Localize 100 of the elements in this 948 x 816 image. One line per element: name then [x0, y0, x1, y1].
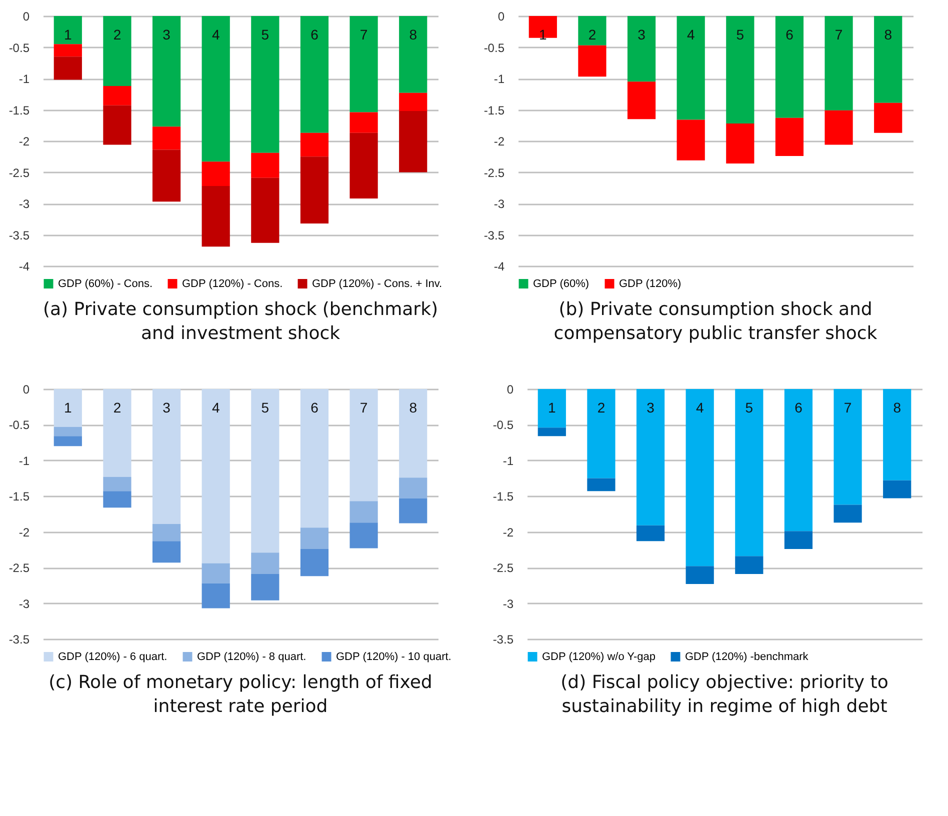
- bar: [627, 82, 656, 120]
- bar: [350, 112, 378, 133]
- y-tick-label: -1: [18, 72, 30, 86]
- x-tick-label: 4: [212, 26, 220, 42]
- bar: [350, 389, 378, 502]
- bar: [883, 480, 912, 498]
- bar: [251, 389, 280, 553]
- legend-label: GDP (120%) - 10 quart.: [336, 650, 452, 663]
- x-tick-label: 8: [409, 400, 418, 416]
- legend-label: GDP (120%) - 6 quart.: [58, 650, 168, 663]
- bar: [202, 16, 230, 162]
- bar: [784, 531, 813, 549]
- bar: [686, 566, 714, 584]
- x-tick-label: 4: [696, 400, 704, 416]
- x-tick-label: 3: [162, 26, 171, 42]
- bar: [627, 16, 656, 82]
- y-tick-label: -0.5: [8, 418, 30, 432]
- x-tick-label: 7: [844, 400, 852, 416]
- bar: [350, 522, 378, 548]
- bar: [300, 528, 329, 549]
- bar: [636, 525, 665, 542]
- bar: [251, 552, 280, 574]
- bar: [399, 478, 428, 498]
- bar: [152, 389, 181, 524]
- y-tick-label: -3: [494, 197, 505, 211]
- bar: [300, 132, 329, 157]
- legend-label: GDP (120%): [619, 278, 682, 290]
- x-tick-label: 4: [212, 400, 220, 416]
- y-tick-label: -0.5: [492, 418, 514, 432]
- y-tick-label: 0: [22, 10, 30, 24]
- bar: [202, 583, 230, 608]
- bar: [538, 428, 566, 436]
- x-tick-label: 6: [310, 26, 319, 42]
- bar: [399, 111, 428, 172]
- legend-label: GDP (120%) - Cons. + Inv.: [312, 278, 442, 290]
- bar: [300, 549, 329, 576]
- x-tick-label: 2: [113, 26, 122, 42]
- x-tick-label: 2: [113, 400, 122, 416]
- bar: [824, 110, 853, 145]
- text: (d) Fiscal policy objective: priority to sustainability in regime of high debt: [560, 672, 888, 717]
- bar: [202, 389, 230, 564]
- y-tick-label: -3.5: [8, 632, 30, 646]
- bar: [54, 44, 82, 57]
- bar: [834, 389, 862, 505]
- text: (a) Private consumption shock (benchmark) and investment shock: [42, 299, 438, 344]
- bar: [152, 541, 181, 563]
- x-tick-label: 5: [745, 400, 754, 416]
- y-tick-label: -1.5: [8, 490, 30, 504]
- bar: [784, 389, 813, 532]
- legend-label: GDP (60%): [533, 278, 590, 290]
- bar: [735, 389, 764, 556]
- x-tick-label: 8: [884, 26, 892, 42]
- bar: [251, 152, 280, 178]
- bar: [676, 120, 705, 160]
- bar: [202, 186, 230, 247]
- y-tick-label: -3.5: [484, 228, 505, 242]
- x-tick-label: 7: [834, 26, 843, 42]
- bar: [152, 150, 181, 202]
- x-tick-label: 1: [64, 400, 72, 416]
- bar: [636, 389, 665, 526]
- y-tick-label: -2: [494, 134, 505, 148]
- legend-label: GDP (120%) w/o Y-gap: [542, 650, 656, 663]
- y-tick-label: -0.5: [8, 40, 30, 55]
- y-tick-label: -4: [494, 260, 505, 274]
- text: (c) Role of monetary policy: length of fixed interest rate period: [48, 672, 432, 717]
- bar: [350, 16, 378, 112]
- bar: [399, 389, 428, 478]
- bar: [103, 491, 132, 508]
- y-tick-label: -2.5: [8, 166, 30, 180]
- y-tick-label: -3: [502, 596, 514, 611]
- x-tick-label: 3: [646, 400, 655, 416]
- bar: [103, 86, 132, 106]
- bar: [587, 389, 616, 478]
- x-tick-label: 1: [64, 26, 72, 42]
- bar: [103, 105, 132, 145]
- y-tick-label: -4: [18, 260, 30, 274]
- bar: [686, 389, 714, 566]
- bar: [726, 124, 754, 164]
- y-tick-label: -1: [494, 72, 505, 86]
- bar: [824, 16, 853, 110]
- legend-label: GDP (120%) - 8 quart.: [197, 650, 306, 663]
- bar: [735, 556, 764, 574]
- y-tick-label: -1.5: [484, 103, 505, 118]
- bar: [775, 118, 804, 156]
- bar: [587, 478, 616, 492]
- y-tick-label: 0: [22, 382, 30, 396]
- y-tick-label: -2.5: [8, 561, 30, 576]
- x-tick-label: 8: [409, 26, 418, 42]
- bar: [775, 16, 804, 118]
- y-tick-label: -3: [18, 197, 30, 211]
- x-tick-label: 6: [310, 400, 319, 416]
- y-tick-label: -2.5: [484, 166, 505, 180]
- bar: [202, 162, 230, 186]
- x-tick-label: 5: [736, 26, 744, 42]
- bar: [251, 574, 280, 600]
- bar: [54, 16, 82, 44]
- bar: [300, 16, 329, 133]
- bar: [152, 524, 181, 542]
- bar: [399, 92, 428, 111]
- y-tick-label: -1: [502, 454, 514, 468]
